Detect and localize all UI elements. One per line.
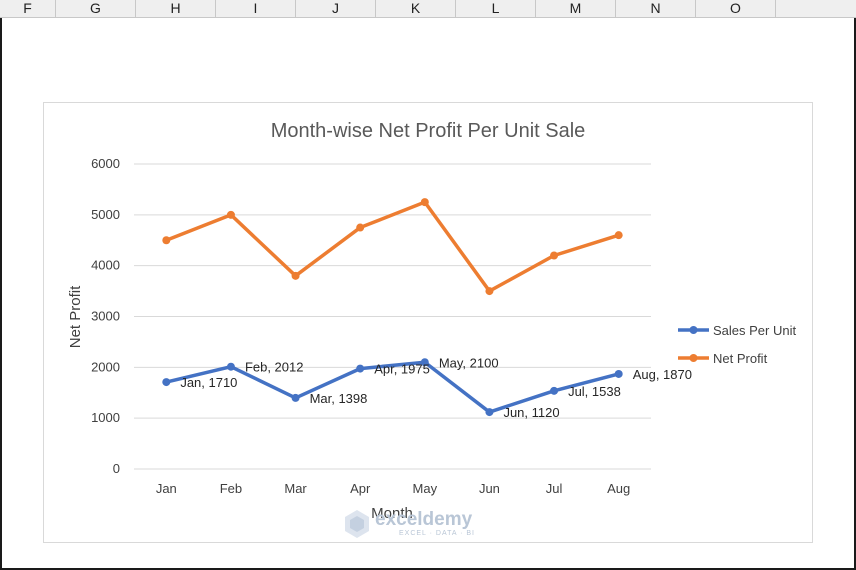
column-header-o[interactable]: O bbox=[696, 0, 776, 17]
series-group bbox=[162, 198, 623, 417]
y-axis-tick-labels: 0 1000 2000 3000 4000 5000 6000 bbox=[91, 156, 120, 476]
x-tick-label: Jun bbox=[479, 481, 500, 496]
x-tick-label: May bbox=[413, 481, 438, 496]
data-point[interactable] bbox=[291, 393, 300, 402]
y-tick-label: 2000 bbox=[91, 359, 120, 374]
data-point[interactable] bbox=[614, 369, 623, 378]
legend-marker bbox=[689, 326, 698, 334]
data-label: Jul, 1538 bbox=[568, 384, 621, 399]
x-axis-tick-labels: Jan Feb Mar Apr May Jun Jul Aug bbox=[156, 481, 630, 496]
data-point[interactable] bbox=[420, 198, 429, 207]
data-label: Feb, 2012 bbox=[245, 360, 304, 375]
data-point[interactable] bbox=[614, 231, 623, 240]
data-point[interactable] bbox=[356, 223, 365, 232]
chart-container[interactable]: Month-wise Net Profit Per Unit Sale 0 100… bbox=[43, 102, 813, 543]
x-tick-label: Jul bbox=[546, 481, 563, 496]
data-labels: Jan, 1710 Feb, 2012 Mar, 1398 Apr, 1975 May,… bbox=[180, 355, 692, 420]
data-point[interactable] bbox=[226, 362, 235, 371]
data-label: Aug, 1870 bbox=[633, 367, 692, 382]
watermark-tagline: EXCEL · DATA · BI bbox=[399, 530, 475, 537]
x-tick-label: Mar bbox=[284, 481, 307, 496]
y-tick-label: 3000 bbox=[91, 309, 120, 324]
line-chart: Month-wise Net Profit Per Unit Sale 0 100… bbox=[67, 120, 796, 538]
exceldemy-logo-icon bbox=[345, 510, 369, 538]
legend-label: Sales Per Unit bbox=[713, 323, 796, 338]
data-point[interactable] bbox=[420, 358, 429, 367]
column-header-l[interactable]: L bbox=[456, 0, 536, 17]
column-header-f[interactable]: F bbox=[0, 0, 56, 17]
column-header-m[interactable]: M bbox=[536, 0, 616, 17]
data-point[interactable] bbox=[162, 236, 171, 245]
watermark: exceldemy EXCEL · DATA · BI bbox=[345, 509, 475, 538]
data-point[interactable] bbox=[226, 210, 235, 219]
watermark-name: exceldemy bbox=[375, 509, 473, 530]
data-label: Jun, 1120 bbox=[503, 405, 559, 420]
data-point[interactable] bbox=[485, 408, 494, 417]
chart-title: Month-wise Net Profit Per Unit Sale bbox=[271, 120, 586, 142]
y-axis-title: Net Profit bbox=[67, 285, 84, 348]
column-header-g[interactable]: G bbox=[56, 0, 136, 17]
column-header-h[interactable]: H bbox=[136, 0, 216, 17]
data-point[interactable] bbox=[485, 287, 494, 296]
column-header-j[interactable]: J bbox=[296, 0, 376, 17]
data-label: May, 2100 bbox=[439, 355, 499, 370]
data-point[interactable] bbox=[356, 364, 365, 373]
y-tick-label: 4000 bbox=[91, 258, 120, 273]
column-header-k[interactable]: K bbox=[376, 0, 456, 17]
x-tick-label: Jan bbox=[156, 481, 177, 496]
column-header-n[interactable]: N bbox=[616, 0, 696, 17]
y-tick-label: 6000 bbox=[91, 156, 120, 171]
data-point[interactable] bbox=[550, 251, 559, 260]
column-header-i[interactable]: I bbox=[216, 0, 296, 17]
x-tick-label: Apr bbox=[350, 481, 371, 496]
x-tick-label: Feb bbox=[220, 481, 242, 496]
series-line-0 bbox=[164, 360, 621, 414]
y-tick-label: 1000 bbox=[91, 410, 120, 425]
y-tick-label: 5000 bbox=[91, 207, 120, 222]
data-point[interactable] bbox=[291, 271, 300, 280]
data-point[interactable] bbox=[162, 378, 171, 387]
legend-label: Net Profit bbox=[713, 351, 768, 366]
data-label: Jan, 1710 bbox=[180, 375, 237, 390]
y-tick-label: 0 bbox=[113, 461, 120, 476]
series-line-1 bbox=[164, 200, 621, 293]
legend-marker bbox=[689, 354, 698, 362]
data-point[interactable] bbox=[550, 386, 559, 395]
x-axis-title: Month bbox=[371, 505, 413, 522]
data-label: Mar, 1398 bbox=[310, 391, 368, 406]
x-tick-label: Aug bbox=[607, 481, 630, 496]
data-label: Apr, 1975 bbox=[374, 362, 430, 377]
legend[interactable]: Sales Per Unit Net Profit bbox=[678, 323, 796, 366]
gridlines bbox=[134, 163, 651, 470]
